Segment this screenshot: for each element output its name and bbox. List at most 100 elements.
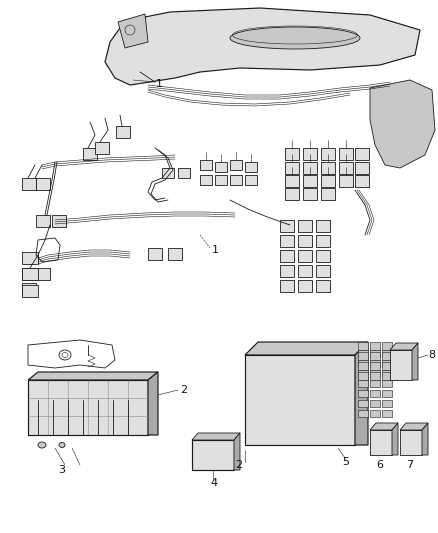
Bar <box>382 410 392 417</box>
Text: 1: 1 <box>212 245 219 255</box>
Bar <box>370 350 380 357</box>
Polygon shape <box>234 433 240 470</box>
Bar <box>215 162 227 172</box>
Bar <box>339 148 353 160</box>
Polygon shape <box>412 343 418 380</box>
Bar <box>168 248 182 260</box>
Bar <box>22 252 38 264</box>
Bar <box>285 175 299 187</box>
Bar <box>298 265 312 277</box>
Bar <box>22 283 36 295</box>
Bar <box>316 235 330 247</box>
Bar <box>178 168 190 178</box>
Bar <box>370 370 380 377</box>
Bar <box>22 285 38 297</box>
Polygon shape <box>245 342 368 355</box>
Polygon shape <box>422 423 428 455</box>
Bar <box>280 250 294 262</box>
Bar <box>298 250 312 262</box>
Bar <box>95 142 109 154</box>
Bar <box>316 280 330 292</box>
Bar <box>298 220 312 232</box>
Bar <box>230 160 242 170</box>
Bar <box>280 280 294 292</box>
Bar <box>200 160 212 170</box>
Bar <box>358 370 368 377</box>
Bar <box>321 148 335 160</box>
Polygon shape <box>370 80 435 168</box>
Polygon shape <box>370 423 398 430</box>
Ellipse shape <box>38 442 46 448</box>
Polygon shape <box>118 14 148 48</box>
Bar <box>303 162 317 174</box>
Bar <box>285 188 299 200</box>
Bar <box>22 178 36 190</box>
Bar <box>321 175 335 187</box>
Bar <box>298 280 312 292</box>
Text: 4: 4 <box>210 478 217 488</box>
Bar <box>370 362 380 370</box>
Text: 3: 3 <box>58 465 65 475</box>
Bar <box>370 342 380 350</box>
Bar <box>382 372 392 380</box>
Bar <box>316 250 330 262</box>
Bar <box>355 162 369 174</box>
Bar <box>370 410 380 417</box>
Bar <box>280 235 294 247</box>
Bar <box>358 342 368 350</box>
Bar <box>370 390 380 397</box>
Text: 2: 2 <box>180 385 187 395</box>
Bar <box>285 162 299 174</box>
Bar <box>192 440 234 470</box>
Bar <box>28 380 148 435</box>
Bar <box>400 430 422 455</box>
Text: 8: 8 <box>428 350 435 360</box>
Bar <box>358 360 368 367</box>
Bar <box>230 175 242 185</box>
Bar <box>370 360 380 367</box>
Polygon shape <box>105 8 420 85</box>
Text: 1: 1 <box>156 79 163 89</box>
Bar <box>358 390 368 397</box>
Text: 5: 5 <box>342 457 349 467</box>
Bar <box>358 410 368 417</box>
Bar <box>36 178 50 190</box>
Bar <box>382 400 392 407</box>
Bar <box>370 400 380 407</box>
Ellipse shape <box>59 442 65 448</box>
Bar <box>358 362 368 370</box>
Bar <box>382 362 392 370</box>
Bar <box>298 235 312 247</box>
Bar <box>382 350 392 357</box>
Bar <box>382 352 392 360</box>
Bar <box>22 268 36 280</box>
Bar <box>280 220 294 232</box>
Text: 7: 7 <box>406 460 413 470</box>
Text: 6: 6 <box>376 460 383 470</box>
Bar <box>36 268 50 280</box>
Bar <box>245 355 355 445</box>
Bar <box>339 175 353 187</box>
Bar <box>390 350 412 380</box>
Bar <box>245 162 257 172</box>
Bar <box>370 352 380 360</box>
Bar <box>200 175 212 185</box>
Bar <box>303 148 317 160</box>
Bar <box>339 162 353 174</box>
Bar <box>245 175 257 185</box>
Bar <box>358 380 368 387</box>
Bar <box>303 188 317 200</box>
Bar <box>36 215 50 227</box>
Bar <box>148 248 162 260</box>
Bar <box>303 175 317 187</box>
Bar <box>215 175 227 185</box>
Bar <box>316 220 330 232</box>
Polygon shape <box>192 433 240 440</box>
Bar <box>355 175 369 187</box>
Polygon shape <box>355 342 368 445</box>
Polygon shape <box>390 343 418 350</box>
Bar <box>358 352 368 360</box>
Bar <box>358 350 368 357</box>
Polygon shape <box>392 423 398 455</box>
Bar <box>116 126 130 138</box>
